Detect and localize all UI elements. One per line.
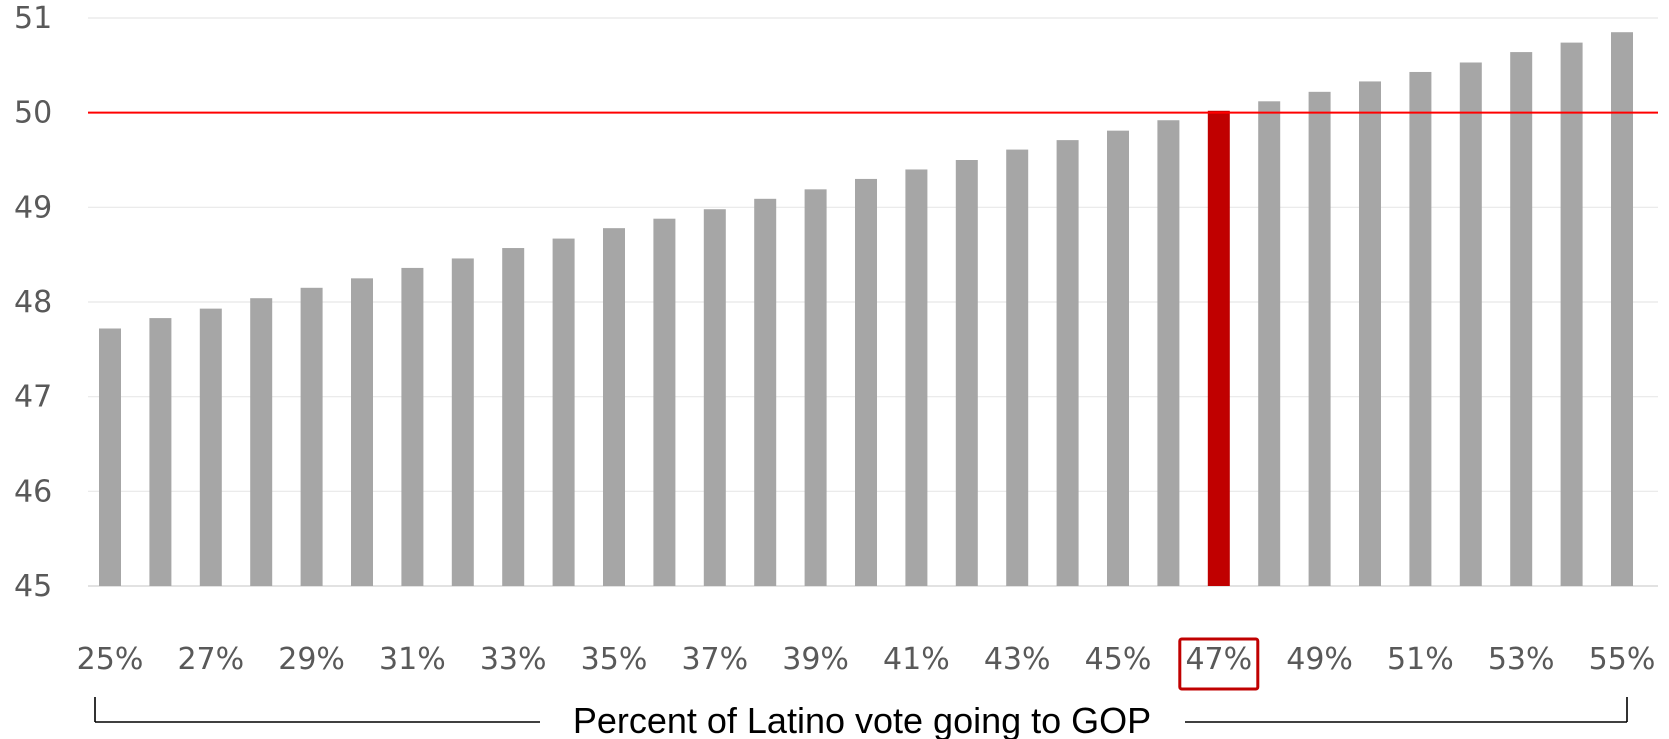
x-tick-label: 51% (1387, 642, 1454, 677)
y-tick-label: 46 (14, 474, 52, 509)
x-tick-label: 53% (1488, 642, 1555, 677)
bar (703, 209, 726, 586)
bar (351, 278, 373, 586)
bar (99, 328, 121, 586)
x-tick-label: 43% (984, 642, 1051, 677)
bar (804, 189, 827, 586)
bar (1157, 120, 1180, 587)
bar (451, 258, 474, 586)
bar (1056, 140, 1079, 586)
bar (653, 218, 676, 586)
x-tick-label: 25% (77, 642, 144, 677)
x-axis-title-group: Percent of Latino vote going to GOP (94, 697, 1628, 739)
x-tick-label: 47% (1185, 642, 1252, 677)
y-tick-label: 47 (14, 380, 52, 415)
bar (603, 228, 625, 586)
bar (300, 287, 323, 586)
bar (552, 238, 575, 586)
x-tick-label: 55% (1589, 642, 1656, 677)
x-tick-label: 33% (480, 642, 547, 677)
x-axis-title: Percent of Latino vote going to GOP (573, 700, 1151, 739)
x-tick-label: 45% (1085, 642, 1152, 677)
y-tick-label: 51 (14, 1, 52, 36)
x-tick-label: 37% (681, 642, 748, 677)
y-tick-label: 48 (14, 285, 52, 320)
x-axis: 25% 27% 29% 31% 33% 35% 37% 39% 41% 43% 45% 47% 49% 5… (77, 637, 1656, 691)
bar (1510, 52, 1533, 586)
bar (502, 248, 525, 587)
y-tick-label: 49 (14, 190, 52, 225)
bar (250, 298, 273, 586)
bar (754, 198, 777, 586)
highlight-label-box (1178, 637, 1260, 691)
bar (149, 318, 172, 586)
bar (905, 169, 928, 586)
bar (1107, 130, 1129, 587)
x-tick-label: 39% (782, 642, 849, 677)
y-axis: 45 46 47 48 49 50 51 (14, 1, 52, 604)
bar (1560, 42, 1583, 586)
bar (1258, 101, 1281, 586)
y-tick-label: 50 (14, 96, 52, 131)
x-tick-label: 49% (1286, 642, 1353, 677)
x-tick-label: 41% (883, 642, 950, 677)
bar (1359, 81, 1381, 586)
x-tick-label: 35% (581, 642, 648, 677)
x-tick-label: 27% (177, 642, 244, 677)
bars (99, 32, 1633, 587)
bar (955, 160, 978, 586)
bar (1459, 62, 1482, 586)
bar (1409, 71, 1432, 586)
bar (855, 178, 877, 586)
x-tick-label: 29% (278, 642, 345, 677)
bar (199, 308, 222, 586)
x-tick-label: 31% (379, 642, 446, 677)
y-tick-label: 45 (14, 569, 52, 604)
bar (401, 267, 424, 586)
bar (1611, 32, 1633, 586)
bar (1006, 149, 1029, 586)
bar-highlighted (1207, 110, 1230, 587)
bar (1308, 91, 1331, 586)
